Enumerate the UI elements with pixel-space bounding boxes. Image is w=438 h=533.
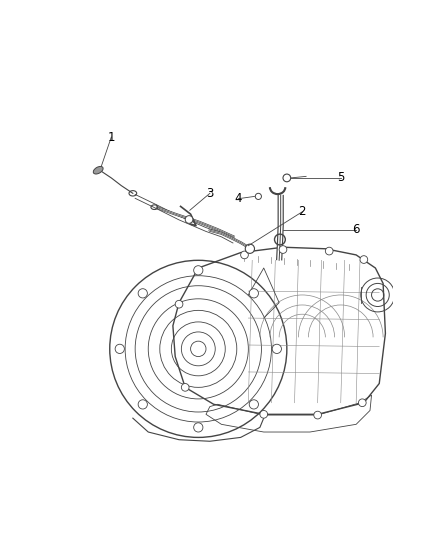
Circle shape <box>181 384 189 391</box>
Ellipse shape <box>93 166 103 174</box>
Circle shape <box>175 301 183 308</box>
Circle shape <box>279 246 287 253</box>
Text: 4: 4 <box>235 192 242 205</box>
Circle shape <box>325 247 333 255</box>
Circle shape <box>358 399 366 407</box>
Circle shape <box>360 256 367 263</box>
Circle shape <box>314 411 321 419</box>
Circle shape <box>185 216 193 223</box>
Text: 3: 3 <box>206 187 214 200</box>
Circle shape <box>260 410 268 418</box>
Circle shape <box>194 265 203 275</box>
Circle shape <box>283 174 291 182</box>
Circle shape <box>240 251 248 259</box>
Circle shape <box>272 344 282 353</box>
Text: 1: 1 <box>108 131 115 143</box>
Circle shape <box>138 289 147 298</box>
Circle shape <box>138 400 147 409</box>
Text: 2: 2 <box>298 205 306 219</box>
Text: 5: 5 <box>337 172 344 184</box>
Text: 6: 6 <box>353 223 360 236</box>
Circle shape <box>194 423 203 432</box>
Circle shape <box>249 289 258 298</box>
Circle shape <box>255 193 261 199</box>
Circle shape <box>115 344 124 353</box>
Circle shape <box>245 244 254 253</box>
Circle shape <box>249 400 258 409</box>
